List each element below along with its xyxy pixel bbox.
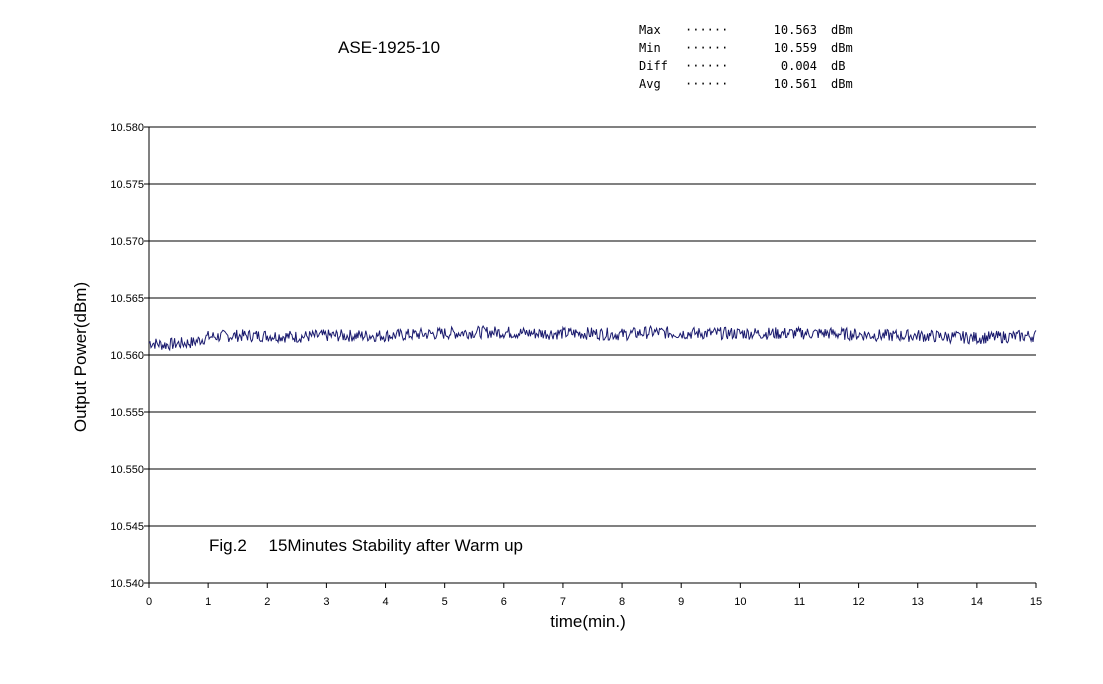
y-tick-label: 10.575	[110, 179, 144, 191]
stat-row-diff: Diff ······ 0.004 dB	[639, 57, 871, 75]
series-line	[148, 324, 1037, 352]
stat-label: Diff	[639, 59, 668, 73]
y-tick-label: 10.565	[110, 293, 144, 305]
stat-row-avg: Avg ······ 10.561 dBm	[639, 75, 871, 93]
stats-panel: Max ······ 10.563 dBm Min ······ 10.559 …	[639, 21, 871, 93]
x-axis-label: time(min.)	[550, 612, 626, 631]
stat-unit: dBm	[831, 77, 853, 91]
y-tick-label: 10.570	[110, 236, 144, 248]
stat-label: Min	[639, 41, 661, 55]
x-tick-label: 6	[501, 596, 507, 608]
x-tick-label: 8	[619, 596, 625, 608]
x-tick-label: 2	[264, 596, 270, 608]
y-tick-label: 10.580	[110, 122, 144, 134]
x-tick-label: 5	[442, 596, 448, 608]
stat-dots: ······	[685, 77, 729, 91]
figure-caption: Fig.2 15Minutes Stability after Warm up	[209, 536, 523, 555]
stat-unit: dB	[831, 59, 846, 73]
stat-unit: dBm	[831, 41, 853, 55]
x-tick-labels: 0 1 2 3 4 5 6 7 8 9 10 11 12 13 14 15	[146, 596, 1042, 608]
y-tick-labels: 10.540 10.545 10.550 10.555 10.560 10.565 10.5…	[110, 122, 144, 590]
x-tick-label: 12	[852, 596, 864, 608]
y-tick-label: 10.560	[110, 350, 144, 362]
y-axis-label: Output Power(dBm)	[71, 282, 90, 432]
grid-lines	[144, 126, 1037, 588]
y-tick-label: 10.550	[110, 464, 144, 476]
stat-value: 10.559	[773, 41, 817, 55]
x-tick-label: 10	[734, 596, 746, 608]
x-tick-label: 4	[382, 596, 388, 608]
stat-value: 0.004	[780, 59, 817, 73]
stat-value: 10.561	[773, 77, 817, 91]
x-tick-label: 11	[794, 596, 805, 608]
x-tick-label: 1	[205, 596, 211, 608]
x-tick-label: 7	[560, 596, 566, 608]
y-tick-label: 10.540	[110, 578, 144, 590]
stat-value: 10.563	[773, 23, 817, 37]
stat-dots: ······	[685, 23, 729, 37]
x-tick-label: 15	[1030, 596, 1042, 608]
x-tick-label: 0	[146, 596, 152, 608]
x-tick-label: 9	[678, 596, 684, 608]
series-group	[148, 324, 1037, 352]
x-tick-label: 14	[971, 596, 983, 608]
stat-dots: ······	[685, 59, 729, 73]
chart-title: ASE-1925-10	[338, 38, 441, 57]
stat-label: Avg	[639, 77, 661, 91]
x-tick-label: 13	[912, 596, 924, 608]
stat-unit: dBm	[831, 23, 853, 37]
stat-dots: ······	[685, 41, 729, 55]
stat-row-min: Min ······ 10.559 dBm	[639, 39, 871, 57]
y-tick-label: 10.545	[110, 521, 144, 533]
y-tick-label: 10.555	[110, 407, 144, 419]
x-tick-label: 3	[323, 596, 329, 608]
stat-label: Max	[639, 23, 661, 37]
stat-row-max: Max ······ 10.563 dBm	[639, 21, 871, 39]
